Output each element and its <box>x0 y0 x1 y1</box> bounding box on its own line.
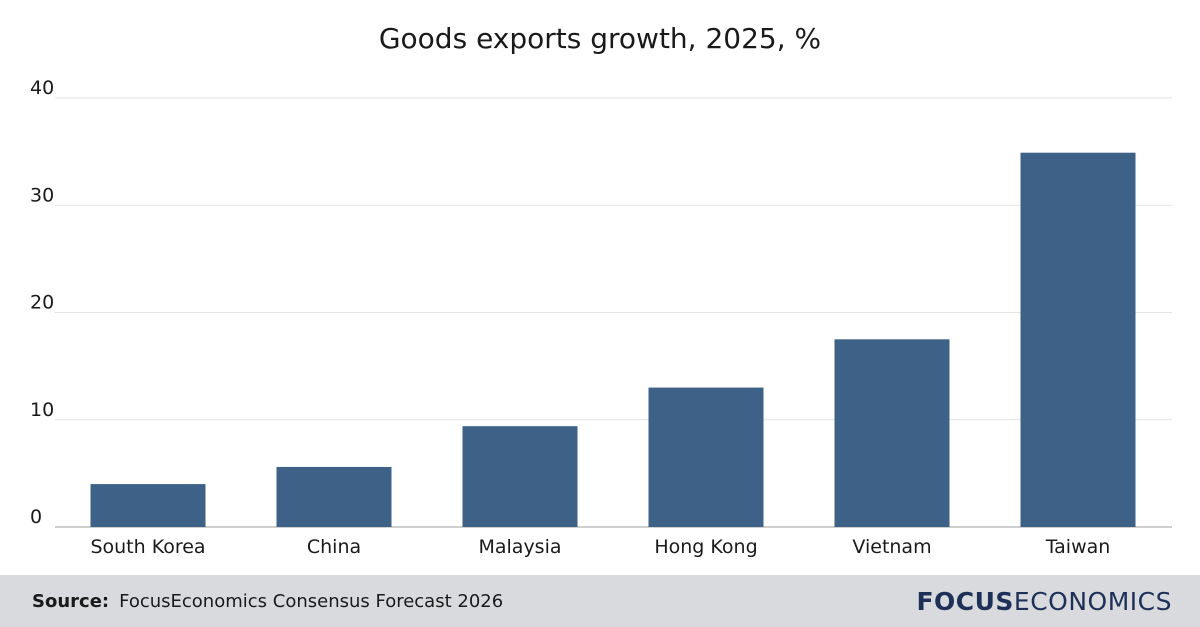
x-tick-label: Hong Kong <box>654 536 757 558</box>
chart-title: Goods exports growth, 2025, % <box>378 22 822 55</box>
source-text: FocusEconomics Consensus Forecast 2026 <box>119 591 504 612</box>
logo-light-text: ECONOMICS <box>1013 587 1172 616</box>
y-tick-label: 20 <box>30 292 54 314</box>
x-tick-label: South Korea <box>90 536 205 558</box>
x-tick-label: Taiwan <box>1045 536 1111 558</box>
source-note: Source: FocusEconomics Consensus Forecast… <box>32 591 503 612</box>
bar-chart: 0 10 20 30 40 South Korea China Malaysia Hong K… <box>30 77 1172 558</box>
y-tick-label: 30 <box>30 184 54 206</box>
bar-hong-kong <box>648 387 764 527</box>
bar-vietnam <box>834 339 950 527</box>
bar-malaysia <box>462 426 578 527</box>
source-label: Source: <box>32 591 110 612</box>
bar-taiwan <box>1020 152 1136 527</box>
y-tick-label: 10 <box>30 399 54 421</box>
footer: Source: FocusEconomics Consensus Forecast… <box>0 575 1200 627</box>
y-tick-label: 40 <box>30 77 54 99</box>
logo-bold-text: FOCUS <box>916 587 1014 616</box>
x-tick-label: Vietnam <box>852 536 931 558</box>
gridlines <box>55 97 1172 528</box>
x-tick-label: Malaysia <box>478 536 561 558</box>
brand-logo: FOCUSECONOMICS <box>916 587 1172 616</box>
y-axis-ticks: 0 10 20 30 40 <box>30 77 54 528</box>
bar-china <box>276 466 392 527</box>
bars <box>90 152 1136 527</box>
x-axis-ticks: South Korea China Malaysia Hong Kong Vietnam… <box>90 536 1110 558</box>
bar-south-korea <box>90 484 206 527</box>
y-tick-label: 0 <box>30 506 42 528</box>
x-tick-label: China <box>307 536 361 558</box>
